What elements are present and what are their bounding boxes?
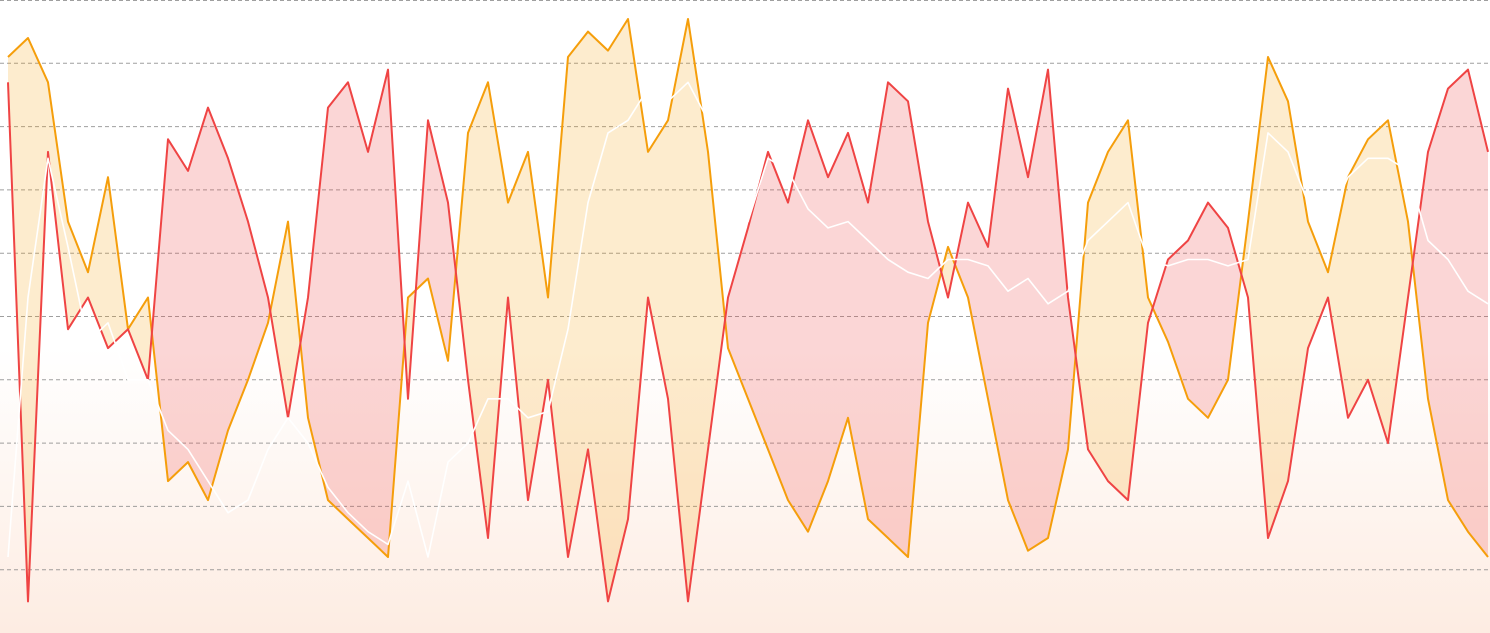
- fill-between: [8, 18, 1488, 602]
- series-line: [7, 81, 1489, 558]
- series-line: [7, 68, 1489, 603]
